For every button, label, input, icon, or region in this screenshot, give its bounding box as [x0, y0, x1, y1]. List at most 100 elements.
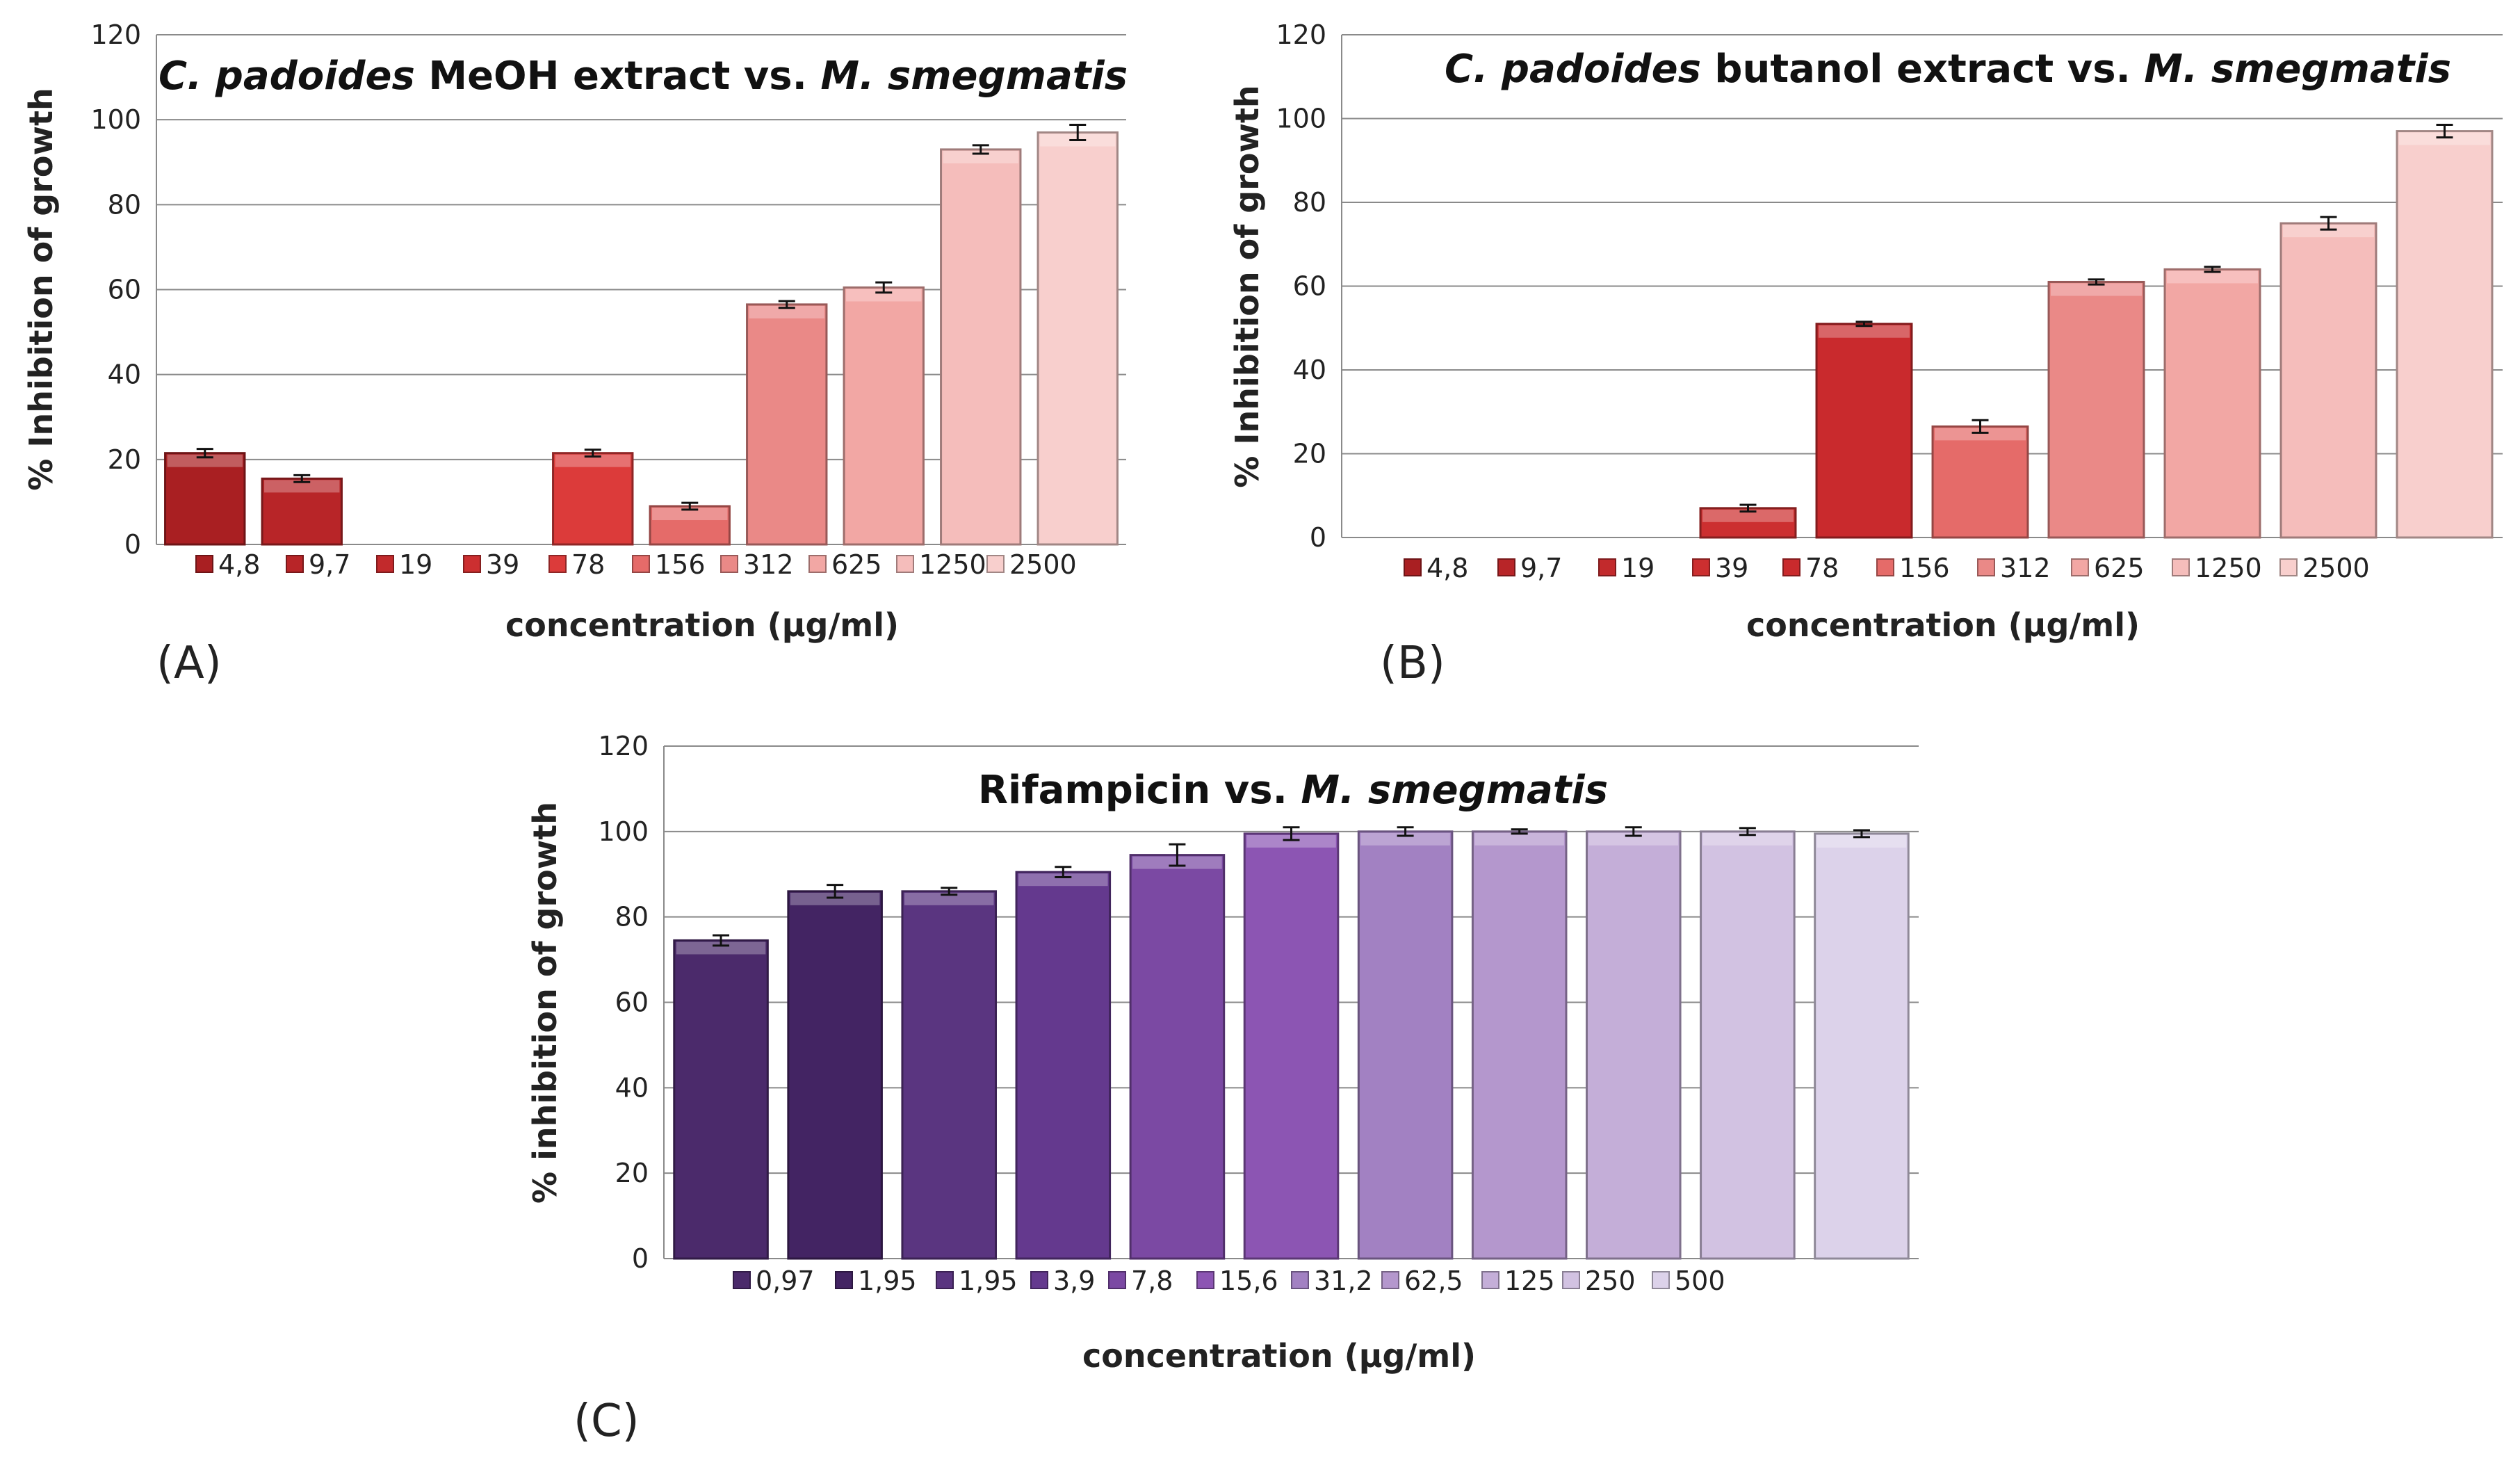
- bar-highlight: [1702, 832, 1793, 846]
- legend-label: 156: [655, 549, 706, 580]
- legend-swatch: [1481, 1271, 1499, 1289]
- panel-label: (A): [156, 638, 222, 689]
- chart-title-part: M. smegmatis: [2144, 47, 2451, 92]
- legend-swatch: [1404, 558, 1422, 576]
- bar: [164, 452, 246, 546]
- bar: [673, 939, 769, 1260]
- legend-swatch: [195, 555, 213, 573]
- chart-panel-a: 0 20 40 60 80 100 120 4,8 9,7 19 39 78 156 312 625 1250…: [22, 19, 1128, 689]
- bar-highlight: [749, 305, 824, 318]
- legend-label: 62,5: [1404, 1266, 1463, 1296]
- legend-swatch: [632, 555, 650, 573]
- x-axis-title: concentration (µg/ml): [505, 606, 899, 644]
- panel-label: (B): [1380, 638, 1445, 689]
- legend-swatch: [808, 555, 827, 573]
- bar-highlight: [1816, 834, 1907, 848]
- legend-swatch: [1977, 558, 1995, 576]
- legend-label: 125: [1504, 1266, 1555, 1296]
- bar-highlight: [790, 892, 880, 905]
- legend-label: 250: [1585, 1266, 1636, 1296]
- legend-label: 39: [1715, 553, 1748, 583]
- bar-highlight: [2283, 225, 2374, 238]
- chart-panel-b: 0 20 40 60 80 100 120 4,8 9,7 19 39 78 156 312 625 1250…: [1228, 19, 2503, 689]
- legend-label: 312: [2000, 553, 2051, 583]
- bar-highlight: [1246, 834, 1336, 848]
- y-tick-label: 0: [632, 1243, 649, 1274]
- bar: [901, 890, 998, 1260]
- y-tick-label: 60: [108, 275, 141, 305]
- y-tick-label: 120: [598, 731, 649, 761]
- bar-highlight: [943, 150, 1018, 163]
- bar: [787, 890, 883, 1260]
- legend-swatch: [286, 555, 304, 573]
- bar-highlight: [1474, 832, 1564, 846]
- legend-label: 9,7: [309, 549, 350, 580]
- legend-swatch: [1692, 558, 1710, 576]
- x-axis-title: concentration (µg/ml): [1746, 606, 2140, 644]
- legend-label: 1250: [919, 549, 986, 580]
- y-tick-label: 120: [90, 19, 141, 50]
- chart-title-part: C. padoides: [158, 54, 415, 99]
- legend-label: 7,8: [1131, 1266, 1173, 1296]
- legend-swatch: [1782, 558, 1800, 576]
- bar: [2279, 222, 2377, 539]
- bar-highlight: [264, 480, 340, 493]
- legend-swatch: [835, 1271, 853, 1289]
- bar-highlight: [1702, 509, 1794, 522]
- y-tick-label: 80: [1293, 187, 1326, 218]
- bar-highlight: [2167, 270, 2258, 284]
- chart-title-part: Rifampicin vs.: [978, 768, 1301, 813]
- legend-label: 19: [399, 549, 432, 580]
- legend-label: 78: [1805, 553, 1839, 583]
- bar: [1814, 832, 1910, 1260]
- legend-swatch: [1497, 558, 1515, 576]
- y-axis-title: % Inhibition of growth: [22, 88, 60, 490]
- legend-swatch: [1562, 1271, 1580, 1289]
- bar-highlight: [652, 508, 728, 521]
- bar-highlight: [676, 941, 766, 955]
- y-tick-label: 100: [1276, 104, 1326, 134]
- bar: [843, 286, 925, 546]
- bar: [2396, 130, 2494, 539]
- legend-swatch: [2279, 558, 2298, 576]
- bar: [1015, 871, 1112, 1260]
- legend-label: 4,8: [1426, 553, 1468, 583]
- legend-swatch: [986, 555, 1005, 573]
- bar: [746, 303, 828, 546]
- chart-title-part: M. smegmatis: [1301, 768, 1608, 813]
- chart-panel-c: 0 20 40 60 80 100 120 0,97 1,95 1,95 3,9 7,8 15,6 31,…: [526, 731, 1919, 1447]
- y-tick-label: 20: [615, 1158, 649, 1188]
- bar: [1815, 323, 1913, 539]
- chart-title: Rifampicin vs. M. smegmatis: [978, 768, 1608, 813]
- legend-swatch: [548, 555, 567, 573]
- legend-swatch: [1030, 1271, 1048, 1289]
- legend-label: 2500: [1009, 549, 1077, 580]
- chart-title-part: butanol extract vs.: [1701, 47, 2144, 92]
- bar: [2163, 268, 2261, 539]
- legend-label: 15,6: [1219, 1266, 1278, 1296]
- legend-label: 9,7: [1520, 553, 1562, 583]
- bar: [2047, 280, 2145, 539]
- legend-swatch: [463, 555, 481, 573]
- bar: [1700, 830, 1796, 1260]
- legend-swatch: [1381, 1271, 1399, 1289]
- legend-label: 3,9: [1053, 1266, 1095, 1296]
- legend-swatch: [1652, 1271, 1670, 1289]
- legend-label: 312: [743, 549, 794, 580]
- legend-label: 625: [831, 549, 882, 580]
- legend-swatch: [936, 1271, 954, 1289]
- bar-highlight: [1360, 832, 1450, 846]
- y-axis-title: % inhibition of growth: [526, 802, 564, 1204]
- bar: [1931, 425, 2029, 539]
- legend-swatch: [1108, 1271, 1126, 1289]
- bar-highlight: [167, 454, 243, 467]
- y-tick-label: 40: [615, 1072, 649, 1103]
- y-tick-label: 20: [108, 444, 141, 475]
- y-tick-label: 60: [615, 987, 649, 1018]
- y-tick-label: 20: [1293, 439, 1326, 469]
- y-tick-label: 80: [108, 189, 141, 220]
- y-tick-label: 40: [108, 359, 141, 390]
- chart-title-part: MeOH extract vs.: [415, 54, 821, 99]
- legend-label: 4,8: [218, 549, 260, 580]
